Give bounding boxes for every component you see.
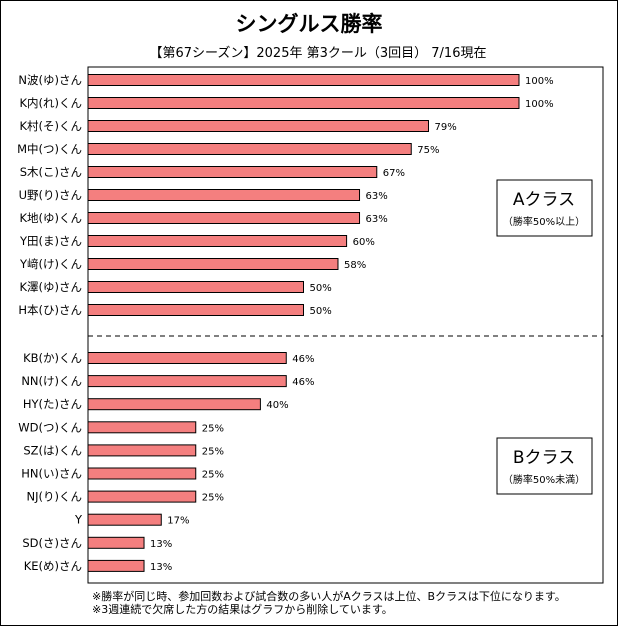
bar [87,235,348,247]
category-label: SD(さ)さん [22,536,82,550]
category-label: WD(つ)くん [18,420,82,434]
category-label: K地(ゆ)くん [19,211,82,225]
bar [87,258,339,270]
bar-value-label: 67% [383,168,405,179]
chart-subtitle: 【第67シーズン】2025年 第3クール（3回目） 7/16現在 [150,45,487,61]
bar [87,352,287,364]
bar-value-label: 79% [434,122,456,133]
bar-value-label: 46% [292,377,314,388]
bar-value-label: 100% [525,76,554,87]
bar [87,304,304,316]
bar-value-label: 58% [344,260,366,271]
bar-value-label: 100% [525,99,554,110]
bar [87,536,145,549]
bar-series: N波(ゆ)さん 100% K内(れ)くん 100% K村(そ)くん 79% M中(つ)くん 7… [17,73,554,573]
category-label: U野(り)さん [19,188,82,202]
category-label: SZ(は)くん [23,443,82,457]
bar [87,490,197,503]
footnote-1: ※勝率が同じ時、参加回数および試合数の多い人がAクラスは上位、Bクラスは下位にな… [92,589,566,603]
bar-value-label: 13% [150,562,172,573]
bar [87,467,197,480]
bar [87,375,287,388]
bar-value-label: 13% [150,539,172,550]
bar [87,212,361,224]
category-label: H本(ひ)さん [18,303,82,317]
bar [87,398,261,411]
bar [87,120,429,132]
plot-area [87,66,604,584]
bar [87,97,520,109]
category-label: HN(い)さん [21,467,82,481]
class-a-note: （勝率50%以上） [503,215,585,228]
class-b-title: Bクラス [513,448,575,468]
bar [87,559,145,572]
chart-title: シングルス勝率 [236,12,383,36]
category-label: NJ(り)くん [27,490,82,504]
bar [87,421,197,434]
category-label: NN(け)くん [21,374,82,388]
bar-value-label: 25% [202,423,224,434]
category-label: S木(こ)さん [20,165,82,179]
bar-value-label: 50% [310,283,332,294]
bar-value-label: 25% [202,470,224,481]
bar [87,74,520,86]
class-a-box: Aクラス （勝率50%以上） [496,179,593,237]
bar [87,281,304,293]
bar-value-label: 63% [366,214,388,225]
category-label: K内(れ)くん [19,96,82,110]
bar-value-label: 63% [366,191,388,202]
bar-value-label: 75% [417,145,439,156]
category-label: K澤(ゆ)さん [19,280,82,294]
class-b-box: Bクラス （勝率50%未満） [496,437,593,495]
footnote-2: ※3週連続で欠席した方の結果はグラフから削除しています。 [92,602,393,616]
bar [87,444,197,457]
class-a-title: Aクラス [513,190,575,210]
bar-value-label: 25% [202,493,224,504]
category-label: N波(ゆ)さん [18,73,82,87]
category-label: M中(つ)くん [17,142,82,156]
bar-value-label: 17% [167,516,189,527]
bar-value-label: 25% [202,446,224,457]
bar [87,166,378,178]
category-label: HY(た)さん [23,397,82,411]
category-label: Y [74,513,83,527]
category-label: KE(め)さん [24,559,82,573]
bar [87,189,361,201]
bar-value-label: 46% [292,354,314,365]
category-label: K村(そ)くん [19,119,82,133]
category-label: KB(か)くん [23,351,82,365]
category-label: Y﨑(け)くん [19,257,82,271]
category-label: Y田(ま)さん [19,234,82,248]
bar [87,513,162,526]
bar-value-label: 50% [310,306,332,317]
class-b-note: （勝率50%未満） [503,473,585,486]
bar [87,143,412,155]
bar-value-label: 40% [266,400,288,411]
bar-value-label: 60% [353,237,375,248]
